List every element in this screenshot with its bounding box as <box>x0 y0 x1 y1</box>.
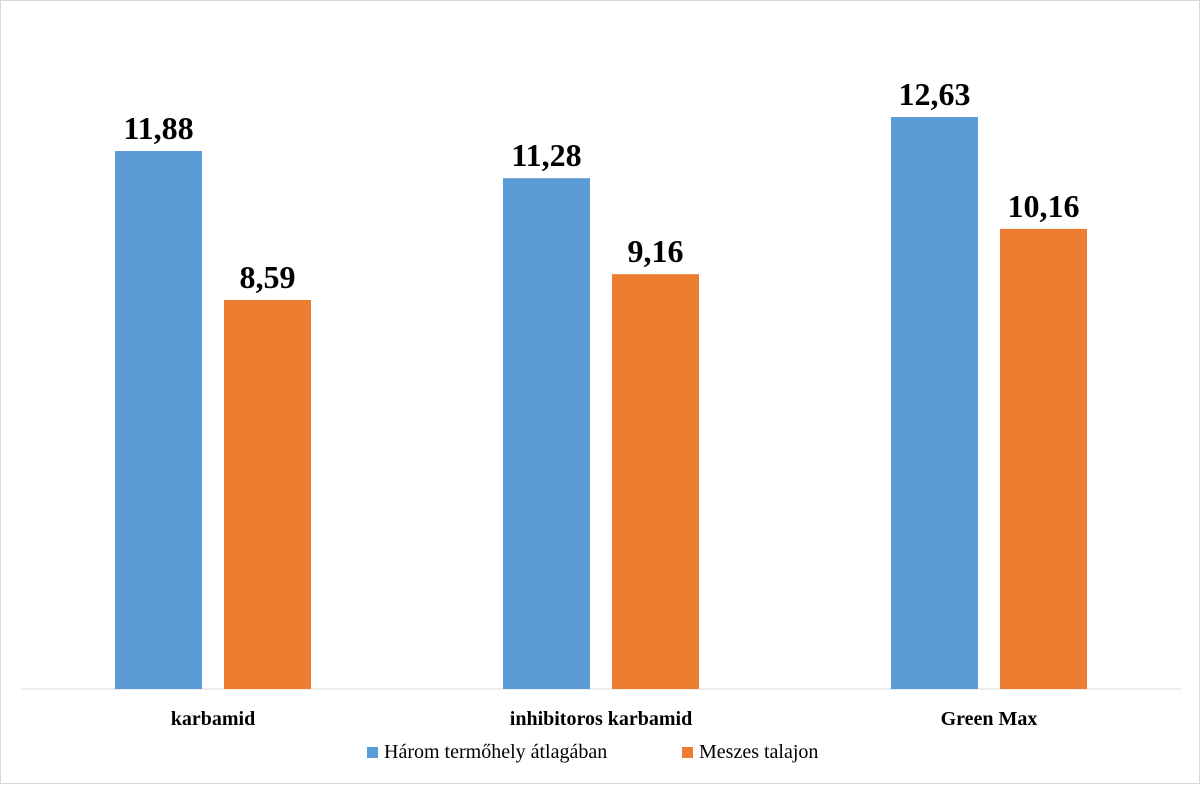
legend-entry: Három termőhely átlagában <box>384 741 607 763</box>
category-label: inhibitoros karbamid <box>510 708 692 730</box>
data-label: 8,59 <box>240 259 296 295</box>
legend-swatch <box>682 747 693 758</box>
data-label: 11,28 <box>511 137 581 173</box>
data-label: 9,16 <box>628 233 684 269</box>
bar-meszes-talajon-1 <box>612 274 699 689</box>
bar-harom-termohely-1 <box>503 178 590 690</box>
category-label: Green Max <box>941 708 1038 730</box>
category-label: karbamid <box>171 708 255 730</box>
legend-swatch <box>367 747 378 758</box>
data-label: 11,88 <box>123 110 193 146</box>
data-label: 10,16 <box>1008 188 1080 224</box>
data-label: 12,63 <box>899 76 971 112</box>
legend-entry: Meszes talajon <box>699 741 818 763</box>
bar-meszes-talajon-0 <box>224 299 311 689</box>
bar-harom-termohely-2 <box>891 117 978 689</box>
bar-meszes-talajon-2 <box>1000 228 1087 689</box>
bar-harom-termohely-0 <box>115 151 202 689</box>
